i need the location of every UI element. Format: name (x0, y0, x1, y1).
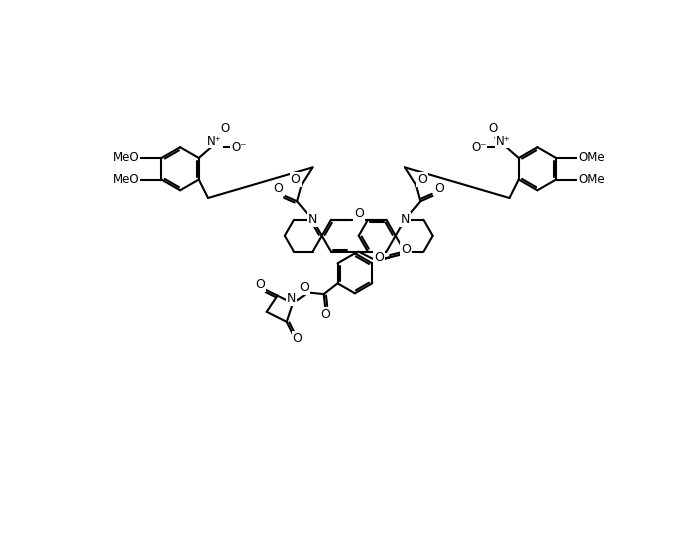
Text: O: O (290, 173, 300, 186)
Text: O: O (293, 332, 302, 345)
Text: N⁺: N⁺ (206, 134, 222, 147)
Text: N⁺: N⁺ (496, 134, 511, 147)
Text: MeO: MeO (113, 173, 139, 186)
Text: O⁻: O⁻ (231, 141, 246, 154)
Text: MeO: MeO (113, 151, 139, 165)
Text: O: O (374, 252, 384, 265)
Text: O: O (256, 278, 265, 292)
Text: O⁻: O⁻ (471, 141, 486, 154)
Text: O: O (488, 122, 497, 135)
Text: O: O (300, 281, 309, 294)
Text: O: O (354, 207, 364, 220)
Text: O: O (401, 244, 411, 256)
Text: O: O (220, 122, 230, 135)
Text: O: O (434, 183, 444, 195)
Text: N: N (308, 213, 317, 226)
Text: O: O (274, 183, 284, 195)
Text: O: O (417, 173, 427, 186)
Text: N: N (400, 213, 410, 226)
Text: O: O (321, 308, 330, 321)
Text: N: N (287, 292, 296, 305)
Text: OMe: OMe (578, 151, 605, 165)
Text: OMe: OMe (578, 173, 605, 186)
